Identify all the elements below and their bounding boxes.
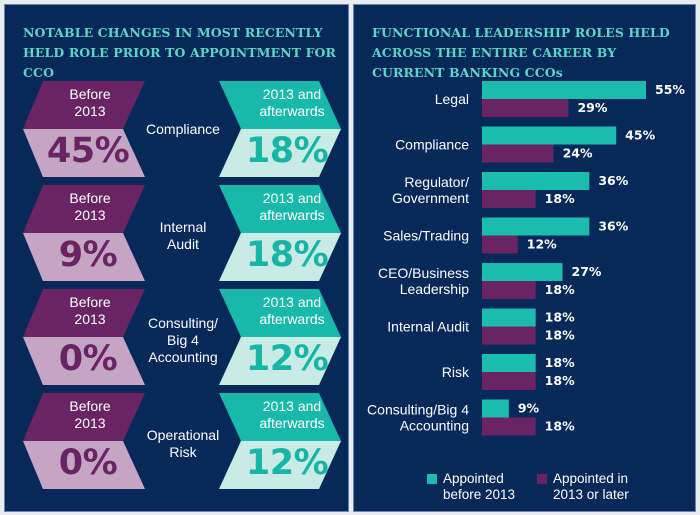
- after-2013-chevron: 2013 and afterwards 12%: [219, 393, 341, 489]
- after-label: 2013 and afterwards: [259, 190, 325, 223]
- role-change-row: Before 2013 0% Operational Risk 2013 and af…: [5, 393, 350, 489]
- category-label: CEO/Business Leadership: [378, 265, 469, 297]
- before-label: Before 2013: [69, 190, 111, 223]
- bar-2013-or-later: [482, 326, 536, 345]
- before-header-shape: [23, 81, 145, 129]
- role-change-row: Before 2013 9% Internal Audit 2013 and afte…: [5, 185, 350, 281]
- after-2013-chevron: 2013 and afterwards 18%: [219, 81, 341, 177]
- after-value-shape: [219, 441, 341, 489]
- after-value-shape: [219, 129, 341, 177]
- legend-label-after-2: 2013 or later: [553, 487, 629, 502]
- after-value-shape: [219, 337, 341, 385]
- before-value-shape: [23, 129, 145, 177]
- bar-value-label: 18%: [545, 191, 575, 206]
- bar-value-label: 36%: [598, 219, 628, 234]
- after-value: 18%: [245, 235, 329, 275]
- bar-2013-or-later: [482, 235, 518, 254]
- legend-label-before-2: before 2013: [443, 487, 516, 502]
- bar-value-label: 9%: [518, 401, 540, 416]
- left-panel-title: NOTABLE CHANGES IN MOST RECENTLY HELD RO…: [23, 25, 337, 80]
- before-value: 9%: [58, 235, 118, 275]
- before-value: 0%: [58, 339, 118, 379]
- bar-value-label: 27%: [572, 264, 602, 279]
- bar-before-2013: [482, 354, 536, 372]
- before-2013-chevron: Before 2013 0%: [23, 393, 145, 489]
- before-label: Before 2013: [69, 86, 111, 119]
- category-label: Internal Audit: [387, 319, 469, 335]
- bar-value-label: 18%: [545, 373, 575, 388]
- role-label: Operational Risk: [146, 427, 220, 460]
- role-label: Internal Audit: [159, 219, 207, 252]
- after-label: 2013 and afterwards: [259, 398, 325, 431]
- before-header-shape: [23, 393, 145, 441]
- category-label: Sales/Trading: [383, 228, 469, 244]
- bar-2013-or-later: [482, 417, 536, 436]
- category-label: Compliance: [395, 137, 469, 153]
- after-value: 12%: [245, 339, 329, 379]
- right-panel: FUNCTIONAL LEADERSHIP ROLES HELD ACROSS …: [353, 4, 696, 512]
- bar-2013-or-later: [482, 372, 536, 390]
- bar-before-2013: [482, 81, 646, 99]
- after-value-shape: [219, 233, 341, 281]
- bar-before-2013: [482, 263, 563, 281]
- after-header-shape: [219, 185, 341, 233]
- before-label: Before 2013: [69, 398, 111, 431]
- bar-value-label: 18%: [545, 355, 575, 370]
- category-label: Legal: [435, 91, 469, 107]
- after-header-shape: [219, 393, 341, 441]
- bar-before-2013: [482, 308, 536, 327]
- before-2013-chevron: Before 2013 0%: [23, 289, 145, 385]
- bar-2013-or-later: [482, 99, 569, 117]
- after-value: 18%: [245, 131, 329, 171]
- before-header-shape: [23, 185, 145, 233]
- category-label: Risk: [442, 364, 470, 380]
- bar-value-label: 12%: [527, 237, 557, 252]
- before-value-shape: [23, 337, 145, 385]
- legend-label-before-1: Appointed: [443, 471, 504, 486]
- after-2013-chevron: 2013 and afterwards 12%: [219, 289, 341, 385]
- role-change-row: Before 2013 45% Compliance 2013 and afterw…: [5, 81, 350, 177]
- bar-before-2013: [482, 217, 590, 236]
- bar-2013-or-later: [482, 281, 536, 299]
- bar-2013-or-later: [482, 190, 536, 208]
- legend-label-after-1: Appointed in: [553, 471, 629, 486]
- before-header-shape: [23, 289, 145, 337]
- after-value: 12%: [245, 443, 329, 483]
- before-2013-chevron: Before 2013 9%: [23, 185, 145, 281]
- chart-title: FUNCTIONAL LEADERSHIP ROLES HELD ACROSS …: [372, 25, 670, 80]
- bar-value-label: 45%: [625, 128, 655, 143]
- category-label: Regulator/Government: [392, 174, 469, 206]
- after-label: 2013 and afterwards: [259, 86, 325, 119]
- role-change-row: Before 2013 0% Consulting/Big 4 Accounting…: [5, 289, 350, 385]
- bar-value-label: 36%: [598, 173, 628, 188]
- category-label: Consulting/Big 4 Accounting: [367, 402, 469, 434]
- bar-value-label: 18%: [545, 310, 575, 325]
- bar-chart: Legal 55% 29% Compliance 45% 24% Regulator/Gov…: [367, 81, 685, 436]
- bar-value-label: 18%: [545, 282, 575, 297]
- role-label: Consulting/Big 4 Accounting: [147, 315, 219, 365]
- before-value: 0%: [58, 443, 118, 483]
- bar-value-label: 18%: [545, 419, 575, 434]
- before-value-shape: [23, 233, 145, 281]
- legend-swatch-after: [537, 474, 547, 484]
- bar-value-label: 29%: [577, 100, 607, 115]
- after-label: 2013 and afterwards: [259, 294, 325, 327]
- bar-before-2013: [482, 126, 617, 145]
- bar-before-2013: [482, 399, 509, 418]
- bar-2013-or-later: [482, 144, 554, 163]
- before-label: Before 2013: [69, 294, 111, 327]
- before-2013-chevron: Before 2013 45%: [23, 81, 145, 177]
- bar-value-label: 18%: [545, 328, 575, 343]
- role-label: Compliance: [146, 121, 220, 137]
- before-value-shape: [23, 441, 145, 489]
- after-header-shape: [219, 81, 341, 129]
- bar-value-label: 24%: [563, 146, 593, 161]
- left-panel: NOTABLE CHANGES IN MOST RECENTLY HELD RO…: [4, 4, 349, 512]
- bar-value-label: 55%: [655, 82, 685, 97]
- after-header-shape: [219, 289, 341, 337]
- before-value: 45%: [46, 131, 130, 171]
- bar-before-2013: [482, 172, 590, 190]
- after-2013-chevron: 2013 and afterwards 18%: [219, 185, 341, 281]
- legend-swatch-before: [427, 474, 437, 484]
